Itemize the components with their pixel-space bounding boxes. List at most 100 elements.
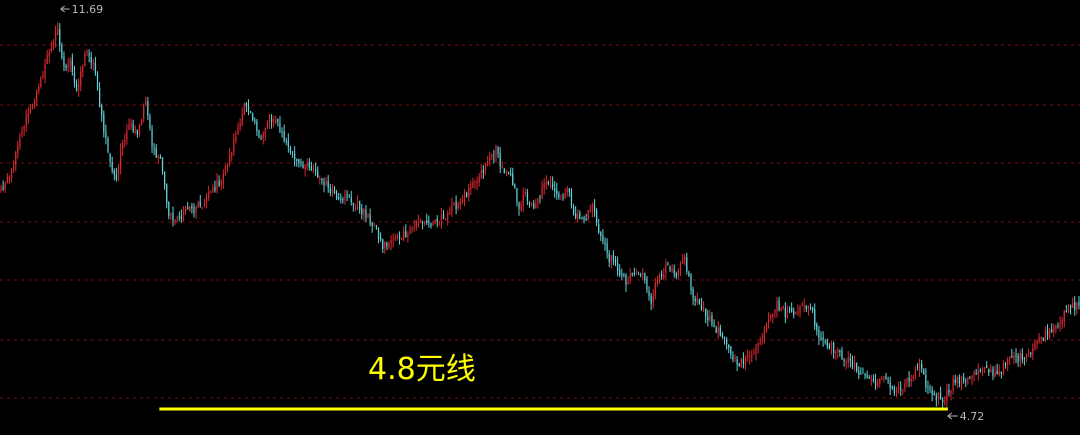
candle-body [547, 181, 550, 185]
candle-body [912, 376, 914, 379]
candle-body [6, 176, 8, 184]
candle-body [40, 77, 42, 87]
candle-body [2, 187, 4, 189]
candle-body [445, 218, 447, 220]
candle-body [862, 372, 864, 374]
candle [361, 204, 363, 220]
candle [960, 375, 963, 391]
candle [820, 331, 822, 341]
candle [344, 189, 346, 205]
candle-body [918, 363, 921, 372]
candle [667, 261, 669, 266]
candle-body [690, 275, 692, 291]
candle-body [138, 124, 141, 135]
candle [75, 79, 78, 92]
candle-body [403, 231, 405, 240]
candle [933, 390, 935, 396]
candle-body [684, 256, 686, 261]
candle [570, 188, 573, 209]
candle-body [289, 147, 292, 152]
candle [927, 380, 929, 395]
candle [69, 57, 71, 73]
candle-body [845, 361, 847, 363]
candle-body [428, 221, 430, 223]
candle-body [15, 151, 17, 166]
candle [312, 164, 315, 174]
candle-body [788, 309, 791, 311]
candle-body [1061, 319, 1063, 324]
candle [654, 277, 656, 300]
candle-body [933, 393, 935, 395]
candle [1065, 304, 1067, 313]
candle-body [956, 377, 958, 383]
candle [612, 250, 615, 266]
candle-body [438, 221, 440, 223]
candle-body [237, 127, 239, 135]
candle [335, 189, 338, 201]
candle-body [757, 343, 759, 347]
candle [1074, 296, 1076, 316]
candle [86, 49, 88, 57]
candle-body [371, 222, 373, 226]
candle [252, 112, 254, 122]
candle [803, 298, 805, 313]
candle-body [761, 339, 763, 341]
candle-body [816, 323, 818, 331]
candle-body [331, 189, 334, 193]
candle-body [528, 202, 531, 205]
candle-body [568, 188, 570, 193]
candle-body [635, 272, 638, 274]
candle [866, 370, 868, 379]
candle-body [925, 374, 927, 388]
candle [382, 238, 384, 254]
gridlines [0, 44, 1080, 399]
candle-body [260, 138, 262, 140]
candle [1044, 326, 1047, 342]
candle-body [883, 376, 885, 379]
candle-body [868, 377, 870, 379]
candle [614, 255, 617, 267]
candle-body [457, 203, 459, 209]
candle [740, 357, 742, 368]
candle-body [157, 154, 159, 158]
candle-body [897, 387, 900, 390]
candle-body [661, 274, 663, 277]
candle-body [354, 203, 357, 206]
candle [520, 200, 522, 212]
candle-body [323, 181, 325, 186]
candle [163, 171, 166, 190]
candle-body [732, 355, 734, 360]
candle [33, 98, 36, 109]
candle [749, 350, 751, 365]
candle-body [562, 196, 564, 198]
candle [73, 65, 76, 88]
candle [910, 374, 912, 387]
candle-body [277, 119, 279, 123]
candle-body [929, 387, 931, 389]
candle [656, 275, 659, 287]
candle [1076, 301, 1078, 315]
candle-body [975, 373, 977, 375]
candle [828, 342, 831, 350]
candle-body [977, 370, 979, 375]
candle-body [593, 204, 596, 212]
candle [218, 175, 220, 188]
candle [897, 381, 900, 395]
candle [877, 378, 879, 389]
candle [113, 168, 115, 181]
candle-body [270, 118, 273, 123]
candle-body [830, 343, 833, 348]
candle [338, 192, 340, 201]
candle-body [839, 349, 841, 352]
candle-body [1072, 303, 1074, 308]
candle-body [1021, 353, 1023, 360]
candle-body [960, 376, 963, 385]
candle [528, 201, 531, 208]
candle [514, 183, 516, 189]
candle-body [166, 184, 168, 204]
candle [929, 384, 931, 394]
candle-body [524, 191, 526, 194]
candle-body [877, 382, 879, 387]
candle [625, 273, 627, 293]
candle [90, 51, 92, 70]
